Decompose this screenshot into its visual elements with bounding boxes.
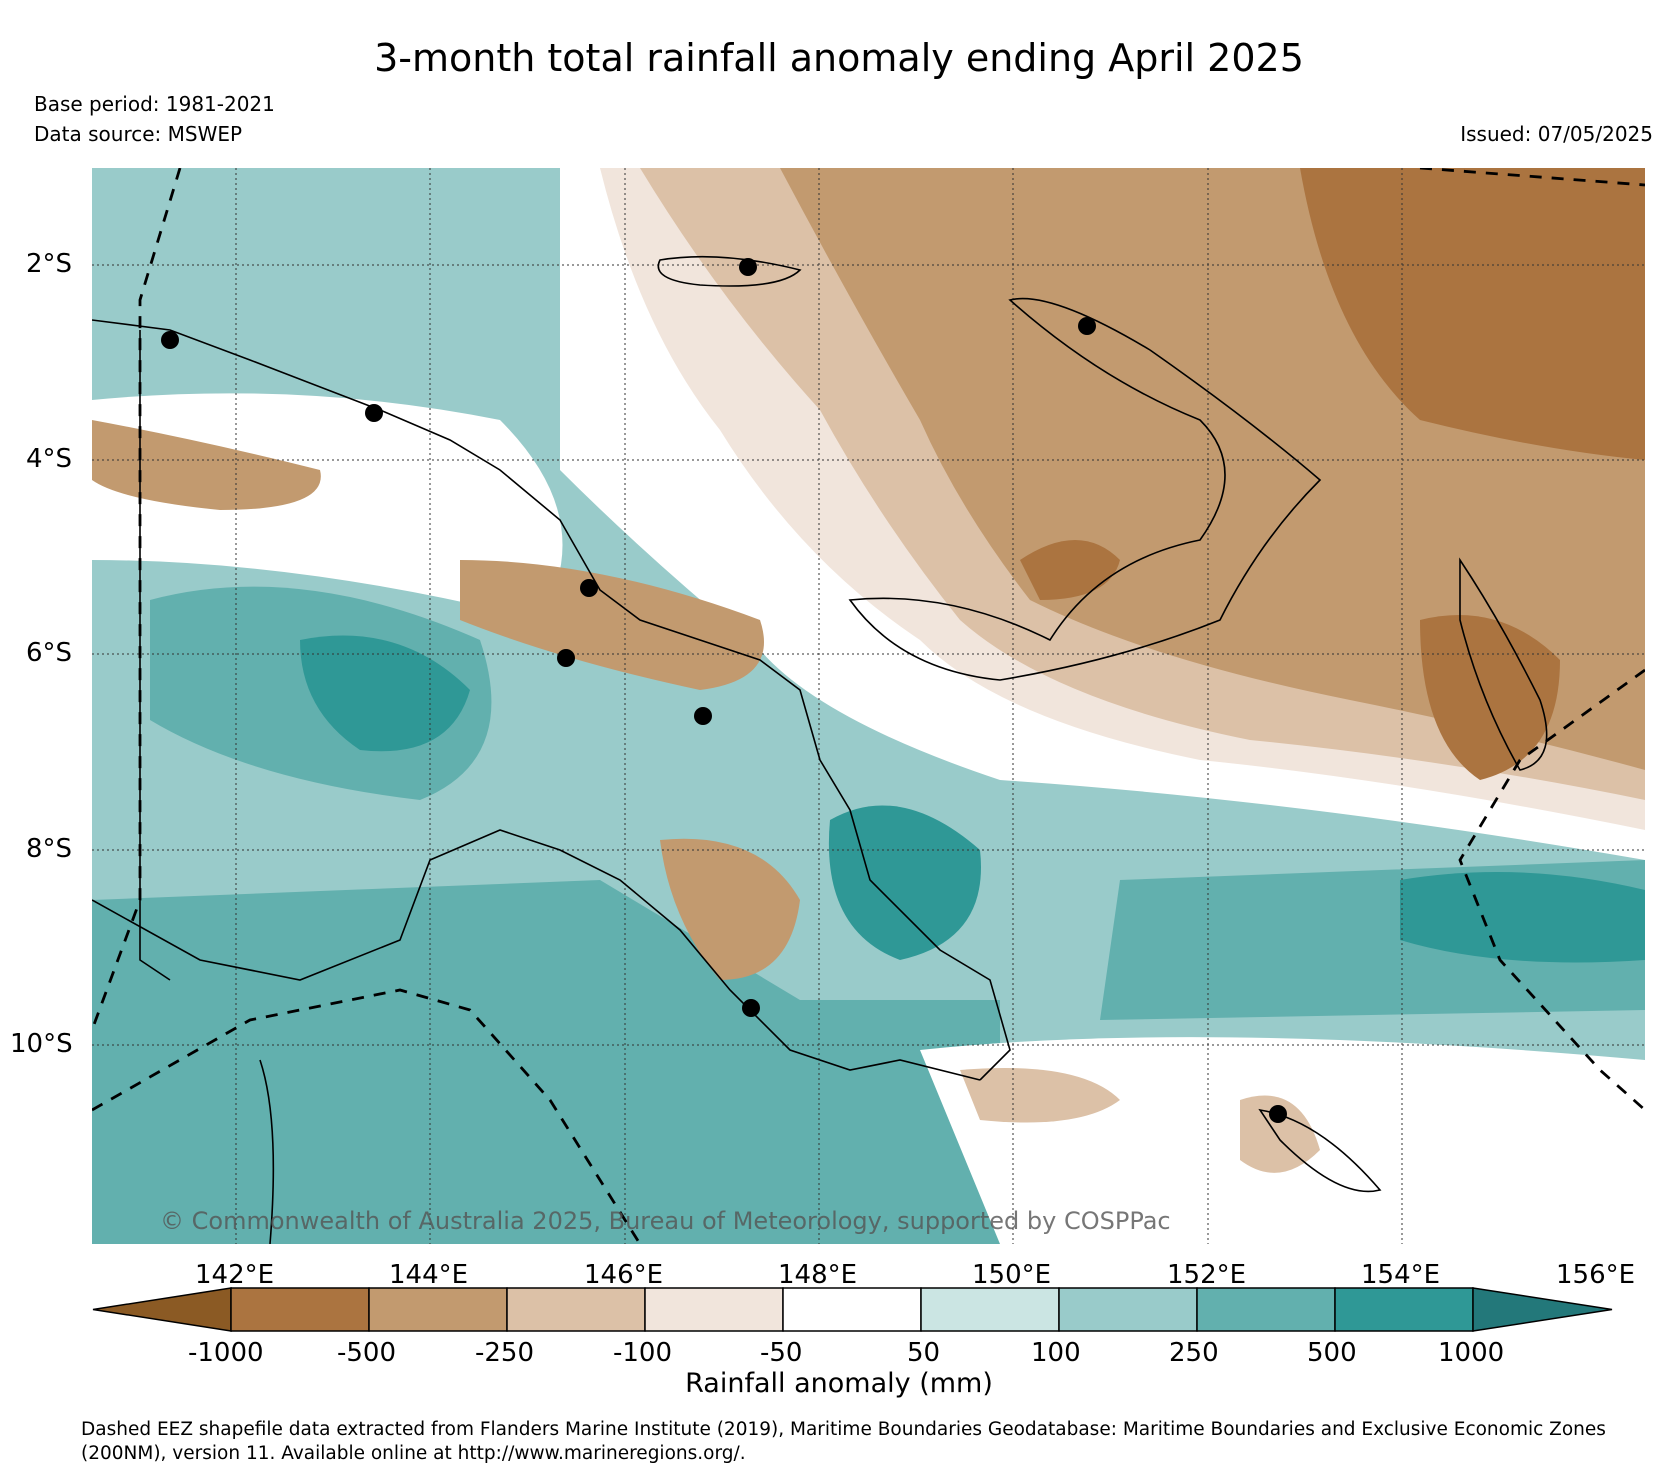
colorbar-extend-high xyxy=(1472,1287,1613,1332)
colorbar-bin xyxy=(644,1287,784,1332)
field-very-dry-bougainville xyxy=(1420,615,1560,780)
colorbar-bin xyxy=(368,1287,508,1332)
lon-label-156e: 156°E xyxy=(1556,1260,1636,1290)
city-marker xyxy=(365,404,383,422)
colorbar-tick: -250 xyxy=(475,1338,535,1368)
field-very-dry-new-britain xyxy=(1020,540,1120,600)
lon-label-144e: 144°E xyxy=(389,1260,469,1290)
city-marker xyxy=(694,707,712,725)
city-marker xyxy=(742,999,760,1017)
data-source: Data source: MSWEP xyxy=(34,122,243,146)
footer-note: Dashed EEZ shapefile data extracted from… xyxy=(81,1418,1671,1466)
map-title: 3-month total rainfall anomaly ending Ap… xyxy=(374,36,1304,80)
lon-label-154e: 154°E xyxy=(1361,1260,1441,1290)
eez-boundaries xyxy=(92,168,1645,1244)
colorbar-tick: 50 xyxy=(907,1338,941,1368)
colorbar-tick: 500 xyxy=(1307,1338,1357,1368)
field-east-strong xyxy=(1400,872,1645,963)
colorbar-extend-low xyxy=(92,1287,232,1332)
colorbar-bin xyxy=(1334,1287,1474,1332)
city-markers xyxy=(161,258,1287,1123)
new-britain-new-ireland xyxy=(848,297,1322,681)
lat-label-6s: 6°S xyxy=(26,638,73,668)
city-marker xyxy=(1269,1105,1287,1123)
city-marker xyxy=(580,579,598,597)
colorbar-bin xyxy=(920,1287,1060,1332)
city-marker xyxy=(557,649,575,667)
lat-label-8s: 8°S xyxy=(26,834,73,864)
footer-line-1: Dashed EEZ shapefile data extracted from… xyxy=(81,1419,1606,1440)
lon-label-148e: 148°E xyxy=(778,1260,858,1290)
city-marker xyxy=(1078,317,1096,335)
eez-east xyxy=(1458,668,1645,1112)
png-south-coast xyxy=(92,829,981,1081)
rossel-island xyxy=(1258,1108,1382,1193)
colorbar-bin xyxy=(230,1287,370,1332)
colorbar-bin xyxy=(1196,1287,1336,1332)
colorbar-title: Rainfall anomaly (mm) xyxy=(685,1368,993,1399)
eez-west xyxy=(92,168,182,1031)
lon-label-142e: 142°E xyxy=(195,1260,275,1290)
colorbar-bin xyxy=(506,1287,646,1332)
field-dry-png-north xyxy=(460,560,764,690)
footer-line-2: (200NM), version 11. Available online at… xyxy=(81,1443,746,1464)
field-south-wet xyxy=(92,880,1000,1244)
cape-york-coast xyxy=(259,1059,275,1244)
colorbar-tick: 1000 xyxy=(1438,1338,1505,1368)
colorbar-tick: -100 xyxy=(613,1338,673,1368)
field-png-west-strong xyxy=(300,635,470,752)
lon-label-152e: 152°E xyxy=(1167,1260,1247,1290)
lat-label-10s: 10°S xyxy=(10,1029,73,1059)
city-marker xyxy=(739,258,757,276)
lat-label-2s: 2°S xyxy=(26,249,73,279)
colorbar-bin xyxy=(1058,1287,1198,1332)
colorbar-tick: -1000 xyxy=(188,1338,264,1368)
manus-island xyxy=(657,255,802,287)
colorbar-tick: -500 xyxy=(337,1338,397,1368)
colorbar-tick: 100 xyxy=(1031,1338,1081,1368)
bougainville-island xyxy=(1459,557,1548,771)
field-dry-owen-stanley xyxy=(660,838,800,980)
base-period: Base period: 1981-2021 xyxy=(34,92,275,116)
copyright-notice: © Commonwealth of Australia 2025, Bureau… xyxy=(160,1207,1171,1235)
lat-label-4s: 4°S xyxy=(26,444,73,474)
gridlines xyxy=(92,168,1645,1244)
colorbar-tick: -50 xyxy=(760,1338,803,1368)
field-solomon-sea-wet xyxy=(828,805,981,960)
field-dry-west xyxy=(92,420,321,510)
eez-north xyxy=(1419,168,1645,187)
anomaly-field xyxy=(92,168,1645,1244)
colorbar xyxy=(92,1287,1613,1332)
city-marker xyxy=(161,331,179,349)
field-dry-rossel xyxy=(1240,1095,1320,1173)
colorbar-tick: 250 xyxy=(1169,1338,1219,1368)
issued-date: Issued: 07/05/2025 xyxy=(1460,122,1653,146)
lon-label-150e: 150°E xyxy=(972,1260,1052,1290)
field-dry-louisiade xyxy=(960,1068,1120,1123)
lon-label-146e: 146°E xyxy=(584,1260,664,1290)
field-very-dry-northeast xyxy=(1300,168,1645,460)
eez-south xyxy=(92,988,642,1244)
colorbar-bin xyxy=(782,1287,922,1332)
